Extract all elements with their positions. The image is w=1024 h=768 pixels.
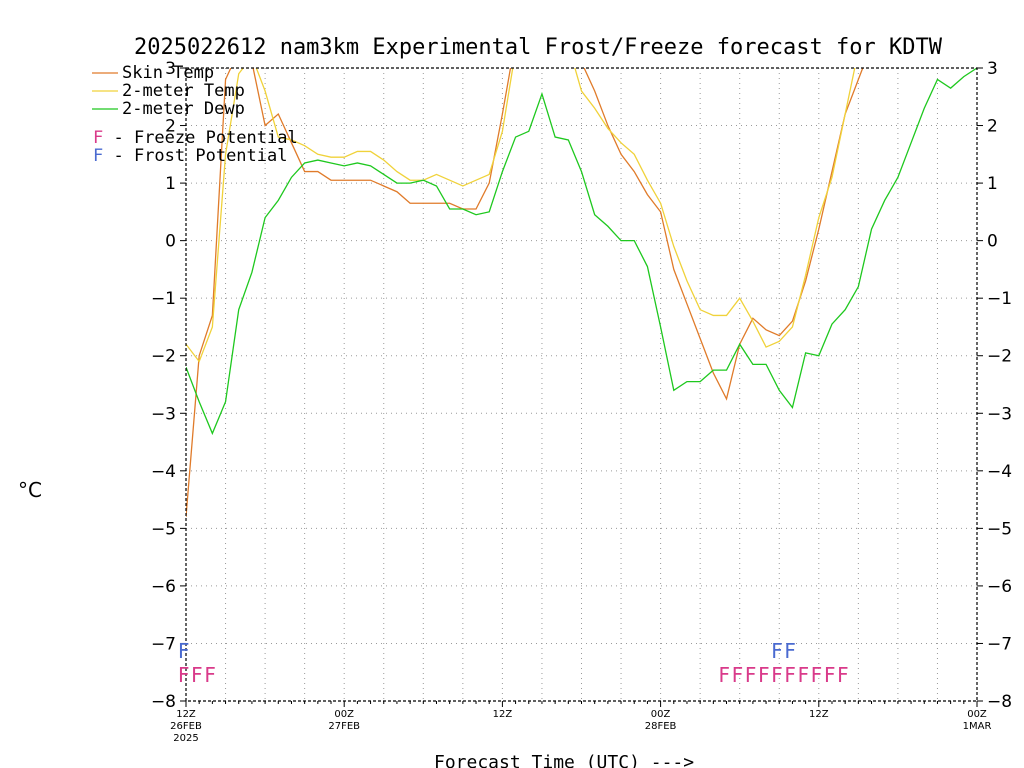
series-lines [186,68,977,517]
y-axis-right: 3 2 1 0 −1 −2 −3 −4 −5 −6 −7 −8 [977,59,1012,712]
y-tick-label-left: −6 [151,577,176,597]
freeze-flag: F [191,663,203,687]
y-tick-label-right: −3 [987,404,1012,424]
frost-flag: F [178,639,190,663]
series-line-2-meter-temp [186,68,856,363]
x-axis-label: Forecast Time (UTC) ---> [434,752,694,768]
x-tick-label: 1MAR [963,721,992,732]
y-tick-label-right: −4 [987,462,1012,482]
x-tick-label: 00Z [334,709,354,720]
y-tick-label-left: 3 [165,59,176,79]
grid [186,68,977,701]
y-tick-label-right: 0 [987,232,998,252]
y-tick-label-right: −7 [987,634,1012,654]
series-line-2-meter-dewp [186,68,977,436]
y-axis-label: °C [18,478,42,502]
legend-label: 2-meter Temp [122,81,245,101]
freeze-flag: F [811,663,823,687]
y-tick-label-right: −6 [987,577,1012,597]
y-tick-label-right: 1 [987,174,998,194]
freeze-flag: F [719,663,731,687]
x-tick-label: 27FEB [328,721,360,732]
y-tick-label-left: 0 [165,232,176,252]
freeze-flag: F [771,663,783,687]
x-tick-label: 00Z [967,709,987,720]
freeze-flag: F [824,663,836,687]
legend-potential: F - Frost Potential [93,146,287,166]
plot-frame [185,67,978,702]
frost-flag: F [784,639,796,663]
freeze-flag: F [178,663,190,687]
y-tick-label-left: −3 [151,404,176,424]
x-tick-label: 28FEB [645,721,677,732]
freeze-flag: F [204,663,216,687]
x-tick-label: 26FEB [170,721,202,732]
y-axis-left: 3 2 1 0 −1 −2 −3 −4 −5 −6 −7 −8 [151,59,186,712]
legend-label: 2-meter Dewp [122,99,245,119]
y-tick-label-left: 2 [165,117,176,137]
y-tick-label-left: −8 [151,692,176,712]
freeze-flag: F [798,663,810,687]
x-tick-label: 12Z [176,709,196,720]
freeze-flag: F [745,663,757,687]
x-tick-label: 12Z [809,709,829,720]
y-tick-label-left: −1 [151,289,176,309]
y-tick-label-right: 3 [987,59,998,79]
frost-flag: F [771,639,783,663]
potential-flags: F F FF F F F F F F F F F F F F [178,639,849,687]
y-tick-label-left: −7 [151,634,176,654]
y-tick-label-right: −8 [987,692,1012,712]
y-tick-label-right: −2 [987,347,1012,367]
freeze-flag: F [732,663,744,687]
legend-potential: F - Freeze Potential [93,128,298,148]
y-tick-label-right: −5 [987,519,1012,539]
freeze-flag: F [758,663,770,687]
y-tick-label-left: −5 [151,519,176,539]
y-tick-label-right: 2 [987,117,998,137]
y-tick-label-left: −4 [151,462,176,482]
y-tick-label-left: 1 [165,174,176,194]
legend-label: Skin Temp [122,63,214,83]
chart-title: 2025022612 nam3km Experimental Frost/Fre… [134,35,943,60]
freeze-flag: F [837,663,849,687]
freeze-flag: F [784,663,796,687]
x-tick-label: 2025 [173,733,198,744]
y-tick-label-right: −1 [987,289,1012,309]
x-tick-label: 12Z [493,709,513,720]
y-tick-label-left: −2 [151,347,176,367]
x-tick-label: 00Z [651,709,671,720]
